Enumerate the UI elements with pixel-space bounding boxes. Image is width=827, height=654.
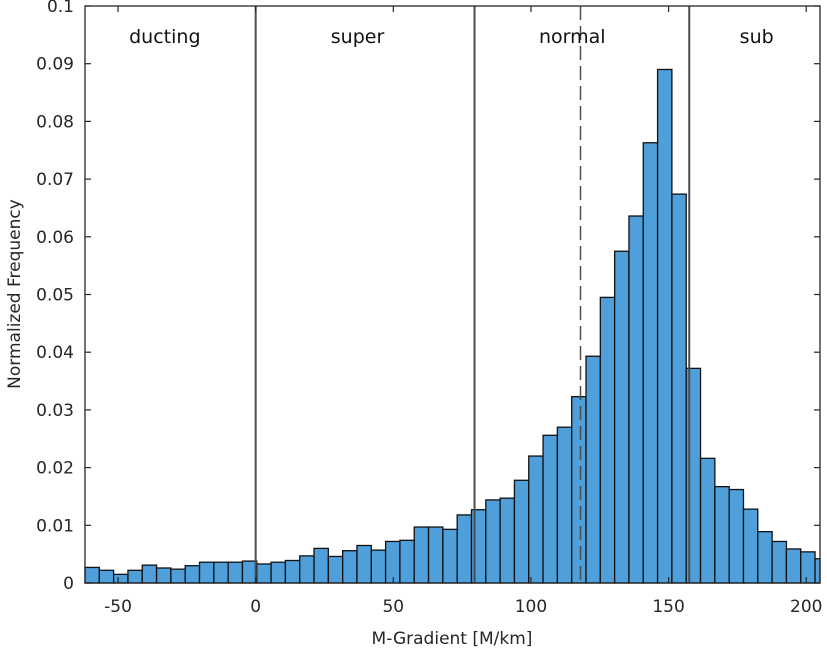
region-label-normal: normal bbox=[539, 26, 606, 48]
histogram-bar bbox=[227, 561, 244, 584]
histogram-bar bbox=[571, 395, 587, 584]
histogram-bars bbox=[84, 68, 821, 584]
histogram-bar bbox=[356, 544, 372, 584]
histogram-bar bbox=[427, 526, 444, 584]
y-tick-label: 0.03 bbox=[36, 401, 74, 421]
histogram-bar bbox=[542, 434, 559, 584]
histogram-bar bbox=[671, 193, 687, 584]
y-tick-label: 0.02 bbox=[36, 459, 74, 479]
histogram-bar bbox=[98, 569, 115, 584]
histogram-bar bbox=[284, 559, 301, 584]
histogram-bar bbox=[141, 564, 158, 584]
histogram-bar bbox=[513, 479, 530, 584]
region-label-super: super bbox=[331, 26, 385, 48]
histogram-bar bbox=[585, 355, 601, 584]
y-tick-label: 0.01 bbox=[36, 516, 74, 536]
histogram-bar bbox=[613, 250, 630, 584]
y-tick-label: 0 bbox=[63, 574, 74, 594]
y-tick-label: 0.06 bbox=[36, 228, 74, 248]
histogram-bar bbox=[198, 561, 215, 584]
histogram-bar bbox=[785, 548, 802, 584]
histogram-bar bbox=[714, 485, 730, 584]
histogram-bar bbox=[170, 568, 186, 584]
histogram-bar bbox=[442, 528, 458, 584]
x-tick-label: 150 bbox=[652, 597, 684, 617]
histogram-bar bbox=[399, 539, 415, 584]
histogram-bar bbox=[384, 540, 401, 584]
histogram-bar bbox=[456, 514, 473, 584]
x-tick-label: -50 bbox=[104, 597, 132, 617]
histogram-bar bbox=[370, 549, 387, 584]
x-tick-label: 200 bbox=[790, 597, 822, 617]
histogram-bar bbox=[599, 296, 616, 584]
histogram-bar bbox=[155, 567, 172, 584]
histogram-bar bbox=[642, 142, 659, 584]
histogram-bar bbox=[413, 526, 430, 584]
region-label-ducting: ducting bbox=[129, 26, 200, 48]
histogram-bar bbox=[127, 569, 143, 584]
histogram-bar bbox=[699, 457, 716, 584]
histogram-bar bbox=[313, 547, 329, 584]
y-tick-label: 0.04 bbox=[36, 343, 74, 363]
region-labels: ducting super normal sub bbox=[129, 26, 774, 48]
x-tick-label: 100 bbox=[515, 597, 547, 617]
x-tick-label: 0 bbox=[250, 597, 261, 617]
y-tick-label: 0.1 bbox=[47, 0, 74, 17]
y-axis-label: Normalized Frequency bbox=[5, 199, 25, 389]
histogram-bar bbox=[742, 508, 759, 584]
histogram-bar bbox=[757, 530, 773, 584]
histogram-bar bbox=[556, 426, 573, 584]
y-axis-ticks: 0 0.01 0.02 0.03 0.04 0.05 0.06 0.07 0.08 0.09 0.1 bbox=[36, 0, 820, 594]
histogram-bar bbox=[184, 565, 201, 584]
histogram-bar bbox=[485, 499, 501, 584]
histogram-bar bbox=[327, 555, 344, 584]
histogram-bar bbox=[728, 488, 745, 584]
histogram-bar bbox=[771, 540, 788, 584]
histogram-bar bbox=[656, 68, 673, 584]
histogram-bar bbox=[299, 555, 315, 584]
histogram-bar bbox=[270, 561, 287, 584]
x-tick-label: 50 bbox=[382, 597, 404, 617]
histogram-bar bbox=[628, 215, 644, 584]
histogram-bar bbox=[112, 573, 129, 584]
x-axis-ticks: -50 0 50 100 150 200 bbox=[104, 6, 822, 617]
y-tick-label: 0.05 bbox=[36, 286, 74, 306]
histogram-bar bbox=[528, 455, 544, 584]
x-axis-label: M-Gradient [M/km] bbox=[372, 629, 533, 649]
histogram-bar bbox=[256, 563, 272, 584]
histogram-bar bbox=[800, 551, 816, 584]
histogram-bar bbox=[499, 497, 516, 584]
histogram-bar bbox=[84, 566, 100, 584]
histogram-bar bbox=[241, 560, 258, 584]
histogram-bar bbox=[342, 550, 358, 584]
region-divider-lines bbox=[254, 6, 691, 583]
histogram-bar bbox=[213, 561, 229, 584]
y-tick-label: 0.07 bbox=[36, 170, 74, 190]
region-label-sub: sub bbox=[740, 26, 774, 48]
y-tick-label: 0.09 bbox=[36, 55, 74, 75]
y-tick-label: 0.08 bbox=[36, 112, 74, 132]
histogram-bar bbox=[814, 558, 821, 584]
